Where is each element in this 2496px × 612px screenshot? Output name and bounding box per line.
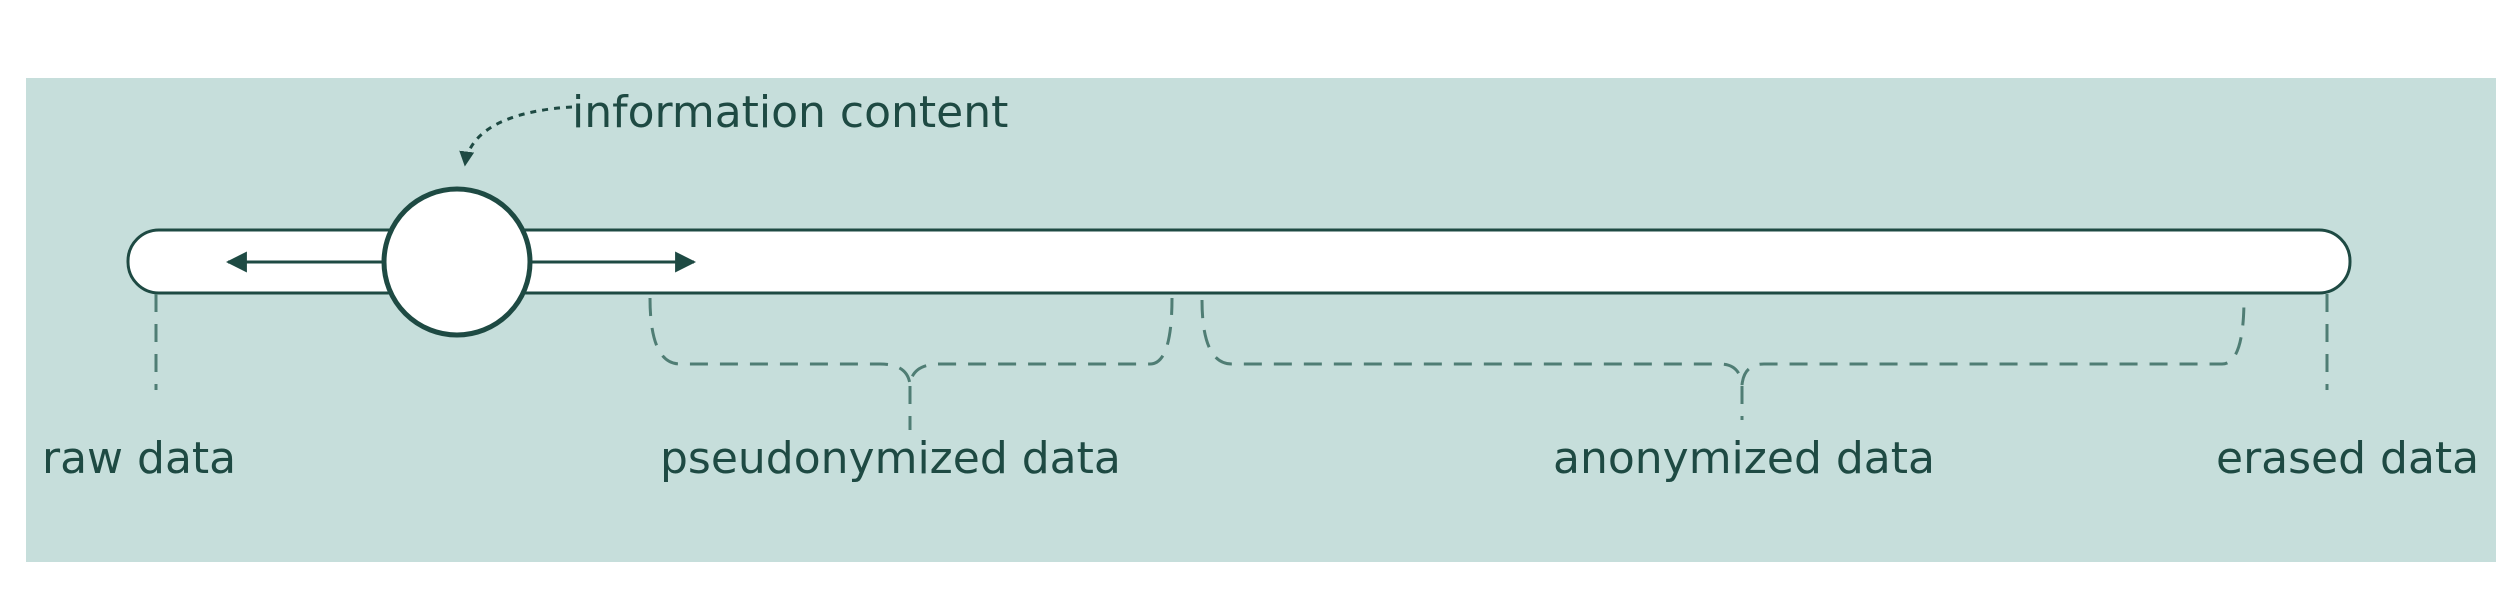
pseudonymized-bracket [648,297,1174,386]
erased-data-label: erased data [2216,433,2479,484]
anonymized-data-label: anonymized data [1553,433,1935,484]
slider-knob[interactable] [381,186,533,338]
raw-data-label: raw data [42,433,236,484]
pseudonymized-data-label: pseudonymized data [660,433,1121,484]
annotation-arrow-icon [459,105,573,167]
slider-track[interactable] [126,228,2352,295]
annotation-label: information content [572,87,1008,138]
anonymized-bracket [1200,297,2246,386]
